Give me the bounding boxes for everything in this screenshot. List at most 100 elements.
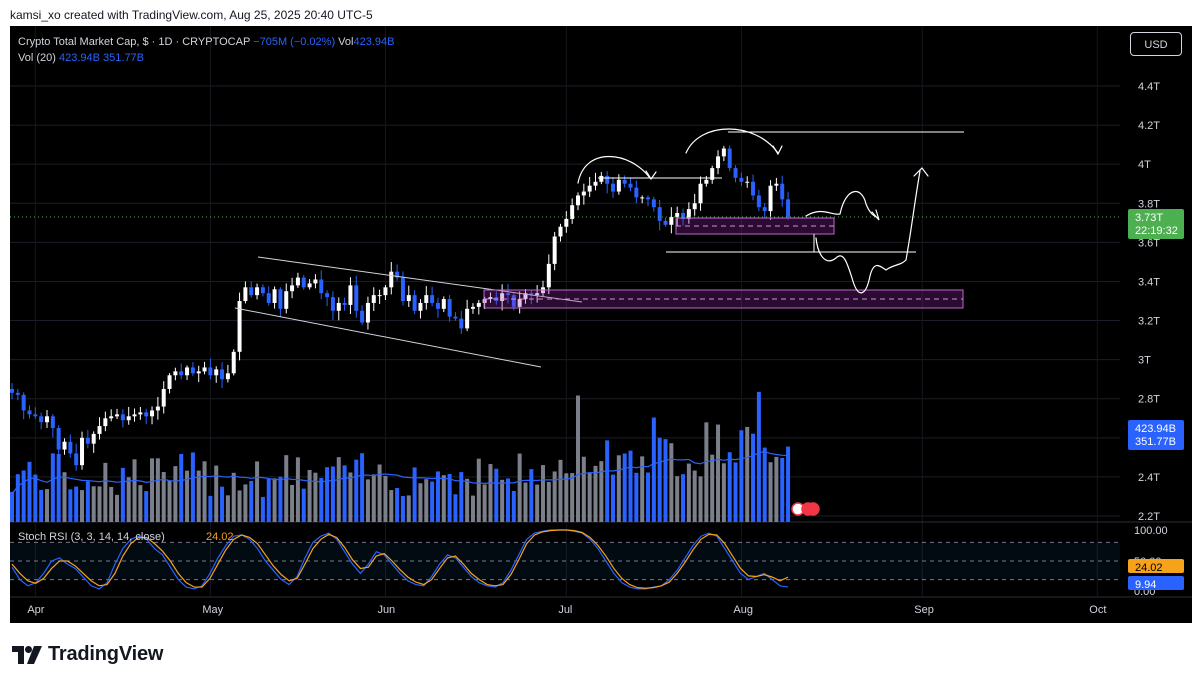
volume-bar bbox=[762, 447, 767, 522]
volume-bar bbox=[704, 422, 709, 522]
candle-body bbox=[173, 371, 178, 376]
candle-body bbox=[103, 418, 108, 427]
symbol-title: Crypto Total Market Cap, $ · 1D · CRYPTO… bbox=[18, 36, 251, 48]
volume-bar bbox=[447, 474, 452, 522]
volume-bar bbox=[470, 495, 475, 522]
volume-bar bbox=[196, 470, 201, 522]
volume-bar bbox=[716, 424, 721, 522]
volume-bar bbox=[109, 486, 114, 522]
volume-bar bbox=[225, 495, 230, 522]
candle-body bbox=[126, 416, 131, 421]
chart-canvas[interactable]: Stoch RSI (3, 3, 14, 14, close) 24.02 4.4… bbox=[10, 26, 1192, 623]
candle-body bbox=[511, 295, 516, 307]
candle-body bbox=[325, 293, 330, 298]
volume-bar bbox=[319, 478, 324, 522]
volume-bar bbox=[698, 476, 703, 522]
volume-bar bbox=[220, 486, 225, 522]
volume-indicator-header[interactable]: Vol (20) 423.94B 351.77B bbox=[18, 52, 144, 64]
volume-bar bbox=[552, 471, 557, 522]
volume-bar bbox=[430, 481, 435, 522]
x-tick-label: Jul bbox=[558, 604, 572, 616]
candle-body bbox=[167, 375, 172, 389]
volume-bar bbox=[255, 461, 260, 522]
stoch-y-tick: 100.00 bbox=[1134, 525, 1168, 537]
candle-body bbox=[295, 277, 300, 286]
currency-button[interactable]: USD bbox=[1130, 32, 1182, 56]
volume-bar bbox=[214, 465, 219, 522]
arc-right-arrowhead bbox=[772, 145, 783, 156]
candle-body bbox=[39, 416, 44, 423]
candle-body bbox=[517, 299, 522, 307]
chart-frame[interactable]: Stoch RSI (3, 3, 14, 14, close) 24.02 4.4… bbox=[10, 26, 1192, 623]
candle-body bbox=[622, 179, 627, 184]
volume-bar bbox=[780, 457, 785, 522]
volume-bar bbox=[710, 454, 715, 522]
volume-bar bbox=[453, 494, 458, 522]
volume-bar bbox=[692, 470, 697, 522]
arc-right bbox=[685, 128, 779, 154]
candle-body bbox=[727, 148, 732, 169]
candles bbox=[10, 145, 791, 471]
candle-body bbox=[424, 295, 429, 303]
volume-bar bbox=[138, 485, 143, 522]
candle-body bbox=[704, 179, 709, 184]
volume-bar bbox=[103, 462, 108, 522]
volume-tag-text: 423.94B bbox=[1135, 423, 1176, 435]
volume-bar bbox=[488, 464, 493, 522]
candle-body bbox=[395, 271, 400, 278]
candle-body bbox=[225, 373, 230, 380]
candle-body bbox=[412, 295, 417, 311]
vol20-ma-value: 351.77B bbox=[103, 52, 145, 64]
candle-body bbox=[144, 412, 149, 417]
y-tick-label: 3.8T bbox=[1138, 198, 1160, 210]
volume-bar bbox=[330, 466, 335, 522]
volume-bar bbox=[313, 472, 318, 522]
candle-body bbox=[336, 302, 341, 311]
volume-bar bbox=[10, 491, 14, 522]
tradingview-logo: TradingView bbox=[12, 643, 163, 666]
candle-body bbox=[669, 216, 674, 225]
candle-body bbox=[208, 367, 213, 376]
x-tick-label: Apr bbox=[27, 604, 44, 616]
candle-body bbox=[570, 205, 575, 219]
y-tick-label: 2.8T bbox=[1138, 394, 1160, 406]
volume-bar bbox=[202, 461, 207, 522]
channel-lower-line bbox=[234, 307, 542, 368]
y-tick-label: 3.4T bbox=[1138, 276, 1160, 288]
volume-bar bbox=[15, 474, 20, 522]
volume-bar bbox=[529, 469, 534, 522]
candle-body bbox=[546, 263, 551, 288]
volume-bar bbox=[546, 481, 551, 522]
candle-body bbox=[260, 287, 265, 294]
candle-body bbox=[500, 293, 505, 301]
volume-bar bbox=[634, 472, 639, 522]
volume-bar bbox=[774, 456, 779, 522]
candle-body bbox=[115, 414, 120, 417]
volume-bar bbox=[336, 457, 341, 522]
candle-body bbox=[389, 271, 394, 288]
stoch-d-tag-text: 24.02 bbox=[1135, 562, 1163, 574]
volume-bar bbox=[581, 456, 586, 522]
candle-body bbox=[756, 195, 761, 208]
volume-bar bbox=[570, 473, 575, 522]
volume-bar bbox=[564, 473, 569, 522]
candle-body bbox=[50, 416, 55, 429]
candle-body bbox=[605, 175, 610, 184]
candle-body bbox=[342, 302, 347, 305]
candle-body bbox=[185, 367, 190, 376]
volume-bar bbox=[651, 417, 656, 522]
volume-bar bbox=[605, 440, 610, 522]
volume-bar bbox=[120, 467, 125, 522]
y-tick-label: 4T bbox=[1138, 159, 1151, 171]
stoch-k-tag-text: 9.94 bbox=[1135, 579, 1156, 591]
volume-bar bbox=[249, 480, 254, 522]
volume-bar bbox=[354, 459, 359, 522]
candle-body bbox=[698, 183, 703, 204]
candle-body bbox=[120, 414, 125, 421]
candle-body bbox=[564, 218, 569, 227]
volume-bar bbox=[400, 496, 405, 522]
candle-body bbox=[505, 293, 510, 296]
volume-bar bbox=[360, 453, 365, 522]
candle-body bbox=[447, 299, 452, 317]
candle-body bbox=[406, 295, 411, 301]
